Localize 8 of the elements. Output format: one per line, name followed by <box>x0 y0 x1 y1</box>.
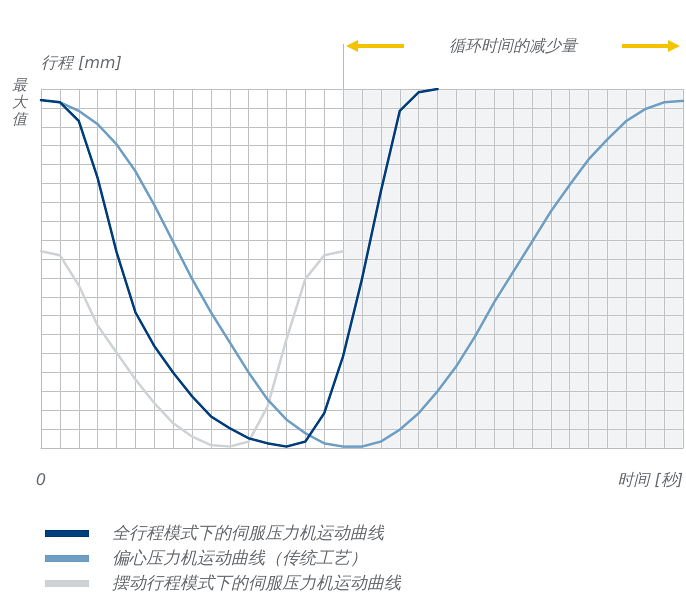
text: 循环时间的减少量 <box>449 36 578 57</box>
legend-label: 全行程模式下的伺服压力机运动曲线 <box>112 524 385 544</box>
legend-label: 摆动行程模式下的伺服压力机运动曲线 <box>112 574 402 594</box>
text: 最大值 <box>12 76 27 128</box>
y-axis-title: 行程 [mm] <box>41 53 122 74</box>
text: 0 <box>36 470 46 489</box>
legend-label: 偏心压力机运动曲线（传统工艺） <box>112 548 367 568</box>
x-axis-title: 时间 [秒] <box>617 470 683 491</box>
